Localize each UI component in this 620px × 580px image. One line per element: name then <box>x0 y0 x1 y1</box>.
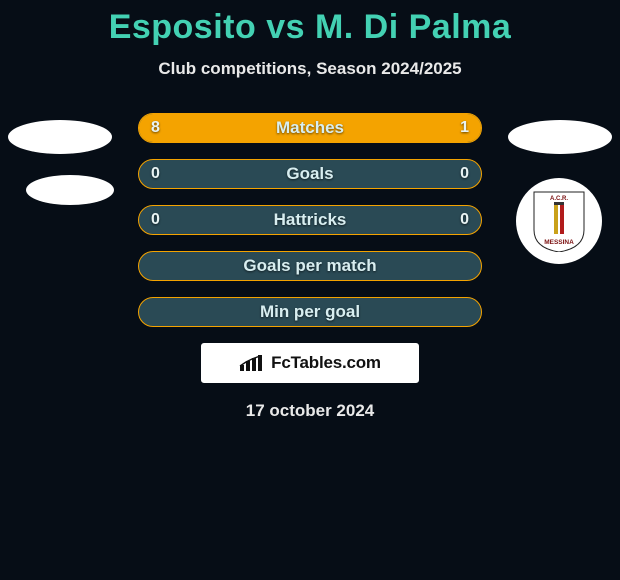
badge-bottom-text: MESSINA <box>544 239 574 246</box>
bar-chart-icon <box>239 354 265 372</box>
generated-date: 17 october 2024 <box>0 401 620 421</box>
stat-row: 00Goals <box>138 159 482 189</box>
stat-label: Goals per match <box>139 252 481 280</box>
player-right-photo-placeholder <box>508 120 612 154</box>
stat-row: Goals per match <box>138 251 482 281</box>
comparison-subtitle: Club competitions, Season 2024/2025 <box>0 59 620 79</box>
badge-top-text: A.C.R. <box>550 196 568 202</box>
player-right-club-badge: A.C.R. MESSINA <box>516 178 602 264</box>
brand-box: FcTables.com <box>201 343 419 383</box>
stat-row: 81Matches <box>138 113 482 143</box>
stat-label: Min per goal <box>139 298 481 326</box>
stat-label: Goals <box>139 160 481 188</box>
stat-label: Hattricks <box>139 206 481 234</box>
stat-row: 00Hattricks <box>138 205 482 235</box>
acr-messina-crest-icon: A.C.R. MESSINA <box>532 190 586 252</box>
brand-text: FcTables.com <box>271 353 381 373</box>
comparison-title: Esposito vs M. Di Palma <box>0 0 620 47</box>
stat-label: Matches <box>139 114 481 142</box>
stat-row: Min per goal <box>138 297 482 327</box>
player-left-photo-placeholder <box>8 120 112 154</box>
player-left-club-placeholder <box>26 175 114 205</box>
